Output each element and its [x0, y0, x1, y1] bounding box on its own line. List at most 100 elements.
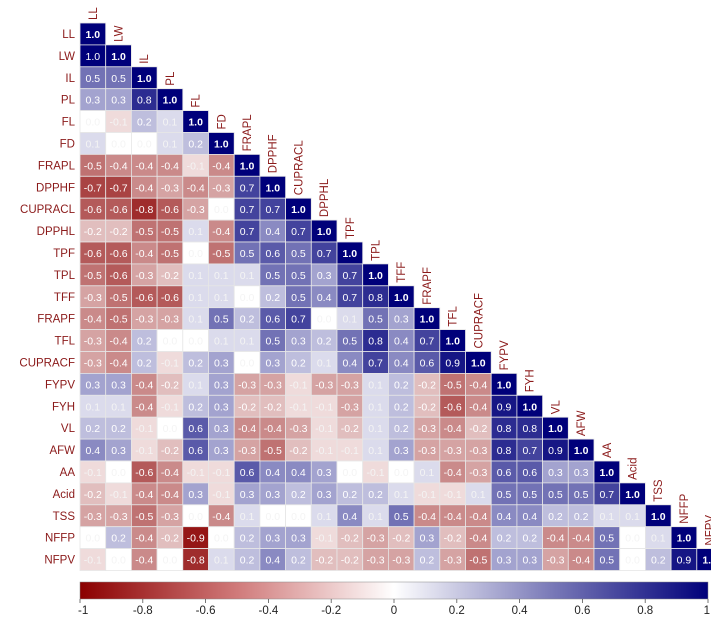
cell-value-label: 0.1 [420, 467, 435, 479]
row-label: CUPRACL [20, 204, 76, 216]
cell-value-label: 1.0 [677, 533, 692, 545]
colorbar-tick-label: 0.2 [449, 605, 465, 617]
cell-value-label: 1.0 [111, 51, 126, 63]
cell-value-label: 0.3 [111, 445, 126, 457]
row-label: FYH [52, 401, 75, 413]
colorbar-tick-label: 1 [704, 605, 710, 617]
cell-value-label: 0.9 [677, 555, 692, 567]
column-label: VL [550, 400, 562, 415]
row-label: DPPHL [37, 226, 76, 238]
cell-value-label: 0.7 [343, 292, 358, 304]
cell-value-label: 0.1 [111, 401, 126, 413]
cell-value-label: -0.4 [84, 314, 102, 326]
cell-value-label: 1.0 [625, 489, 640, 501]
cell-value-label: 0.3 [394, 314, 409, 326]
cell-value-label: -0.3 [546, 555, 564, 567]
cell-value-label: 0.5 [394, 511, 409, 523]
cell-value-label: 1.0 [137, 73, 152, 85]
cell-value-label: 0.0 [86, 533, 101, 545]
cell-value-label: 0.3 [265, 357, 280, 369]
cell-value-label: -0.4 [187, 182, 205, 194]
cell-value-label: -0.3 [135, 270, 153, 282]
cell-value-label: 0.8 [368, 336, 383, 348]
cell-value-label: -0.4 [212, 511, 230, 523]
cell-value-label: 0.5 [600, 555, 615, 567]
colorbar-tick-label: 0.8 [637, 605, 653, 617]
cell-value-label: -0.2 [418, 379, 436, 391]
cell-value-label: -0.1 [212, 467, 230, 479]
cell-value-label: 0.3 [420, 533, 435, 545]
cell-value-label: -0.3 [289, 423, 307, 435]
row-label: TSS [53, 511, 76, 523]
cell-value-label: 0.5 [368, 314, 383, 326]
cell-value-label: -0.3 [367, 533, 385, 545]
cell-value-label: 0.0 [86, 117, 101, 129]
row-label: DPPHF [36, 182, 75, 194]
cell-value-label: 0.8 [368, 292, 383, 304]
cell-value-label: -0.7 [110, 182, 128, 194]
cell-value-label: -0.7 [84, 182, 102, 194]
cell-value-label: -0.1 [187, 467, 205, 479]
cell-value-label: -0.8 [187, 555, 205, 567]
row-label: PL [61, 95, 76, 107]
cell-value-label: 0.1 [214, 292, 229, 304]
cell-value-label: -0.1 [110, 489, 128, 501]
cell-value-label: -0.6 [161, 292, 179, 304]
cell-value-label: -0.5 [84, 160, 102, 172]
cell-value-label: 0.8 [497, 445, 512, 457]
cell-value-label: 0.5 [548, 489, 563, 501]
cell-value-label: 0.2 [137, 117, 152, 129]
cell-value-label: 1.0 [368, 270, 383, 282]
cell-value-label: 0.5 [265, 336, 280, 348]
cell-value-label: 0.1 [240, 336, 255, 348]
cell-value-label: 0.3 [394, 445, 409, 457]
cell-value-label: -0.1 [289, 379, 307, 391]
cell-value-label: 0.2 [497, 533, 512, 545]
cell-value-label: -0.2 [289, 445, 307, 457]
cell-value-label: 0.2 [188, 138, 203, 150]
cell-value-label: -0.2 [161, 379, 179, 391]
cell-value-label: 0.0 [625, 533, 640, 545]
column-label: CUPRACF [473, 293, 485, 349]
row-label: FL [62, 117, 76, 129]
column-label: PL [165, 71, 177, 86]
cell-value-label: 0.1 [368, 401, 383, 413]
cell-value-label: -0.4 [135, 555, 153, 567]
cell-value-label: -0.3 [110, 511, 128, 523]
cell-value-label: 0.2 [188, 357, 203, 369]
cell-value-label: 0.1 [188, 379, 203, 391]
cell-value-label: -0.3 [392, 555, 410, 567]
cell-value-label: 0.0 [343, 467, 358, 479]
cell-value-label: 0.6 [188, 445, 203, 457]
column-label: AA [602, 442, 614, 458]
cell-value-label: 0.4 [394, 336, 409, 348]
cell-value-label: 0.2 [265, 292, 280, 304]
column-label: NFFP [679, 493, 691, 523]
cell-value-label: -0.2 [469, 423, 487, 435]
cell-value-label: 0.2 [394, 379, 409, 391]
cell-value-label: 0.0 [625, 555, 640, 567]
cell-value-label: 0.0 [137, 138, 152, 150]
row-label: TFL [55, 336, 76, 348]
cell-value-label: -0.3 [264, 379, 282, 391]
cell-value-label: 0.9 [497, 401, 512, 413]
cell-value-label: 0.2 [291, 489, 306, 501]
cell-value-label: 0.2 [240, 533, 255, 545]
cell-value-label: 0.1 [343, 314, 358, 326]
cell-value-label: -0.5 [212, 248, 230, 260]
cell-value-label: -0.3 [238, 379, 256, 391]
cell-value-label: -0.4 [135, 533, 153, 545]
cell-value-label: 1.0 [86, 29, 101, 41]
cell-value-label: 0.7 [600, 489, 615, 501]
column-label: LW [114, 25, 126, 42]
row-label: FD [60, 138, 75, 150]
cell-value-label: -0.2 [341, 533, 359, 545]
cell-value-label: -0.5 [135, 226, 153, 238]
colorbar-tick-label: -0.6 [196, 605, 216, 617]
cell-value-label: 0.0 [163, 423, 178, 435]
cell-value-label: -0.4 [110, 160, 128, 172]
row-label: AA [60, 467, 76, 479]
cell-value-label: 0.0 [163, 336, 178, 348]
cell-value-label: -0.2 [392, 533, 410, 545]
cell-value-label: 0.3 [291, 533, 306, 545]
